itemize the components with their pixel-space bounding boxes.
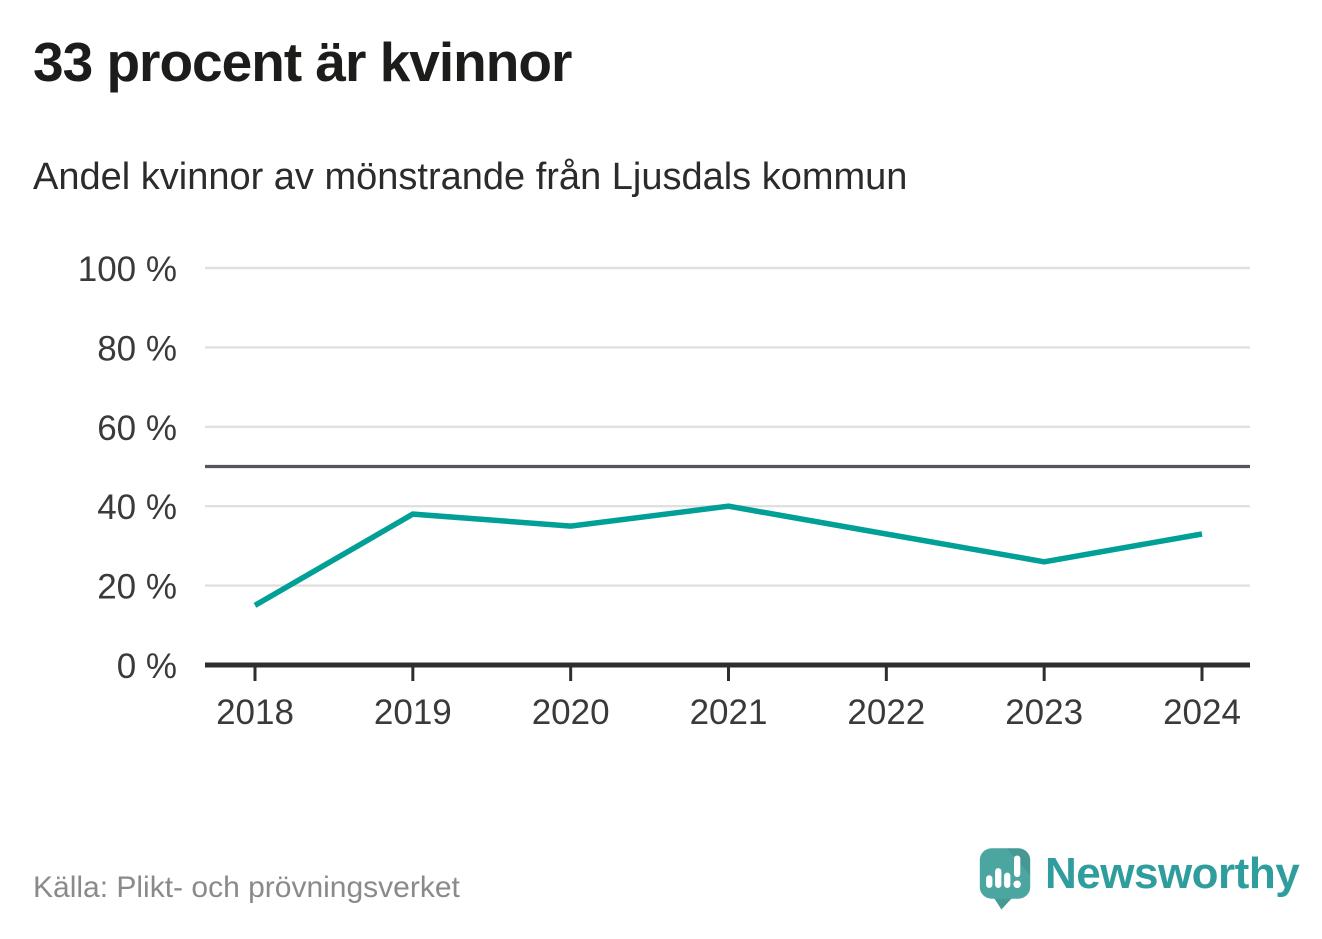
line-chart: 0 % 20 % 40 % 60 % 80 % 100 % 2018 2019 2020 2021… bbox=[78, 250, 1250, 732]
x-tick-label: 2021 bbox=[690, 693, 768, 732]
y-tick-label: 20 % bbox=[97, 568, 177, 607]
chart-subtitle: Andel kvinnor av mönstrande från Ljusdal… bbox=[33, 156, 908, 198]
x-tick-label: 2022 bbox=[847, 693, 925, 732]
x-tick-label: 2024 bbox=[1163, 693, 1241, 732]
newsworthy-logo-icon bbox=[979, 848, 1031, 910]
page-title: 33 procent är kvinnor bbox=[33, 31, 572, 93]
x-tick-label: 2019 bbox=[374, 693, 452, 732]
y-tick-label: 60 % bbox=[97, 409, 177, 448]
newsworthy-logo: Newsworthy bbox=[978, 844, 1300, 912]
y-tick-label: 0 % bbox=[117, 647, 177, 686]
x-tick-label: 2023 bbox=[1005, 693, 1083, 732]
y-tick-label: 100 % bbox=[78, 250, 177, 289]
x-tick-label: 2020 bbox=[532, 693, 610, 732]
newsworthy-logo-text: Newsworthy bbox=[1045, 849, 1300, 898]
y-tick-label: 80 % bbox=[97, 329, 177, 368]
y-tick-label: 40 % bbox=[97, 488, 177, 527]
data-line bbox=[253, 503, 1203, 608]
x-tick-label: 2018 bbox=[216, 693, 294, 732]
source-note: Källa: Plikt- och prövningsverket bbox=[33, 871, 460, 904]
